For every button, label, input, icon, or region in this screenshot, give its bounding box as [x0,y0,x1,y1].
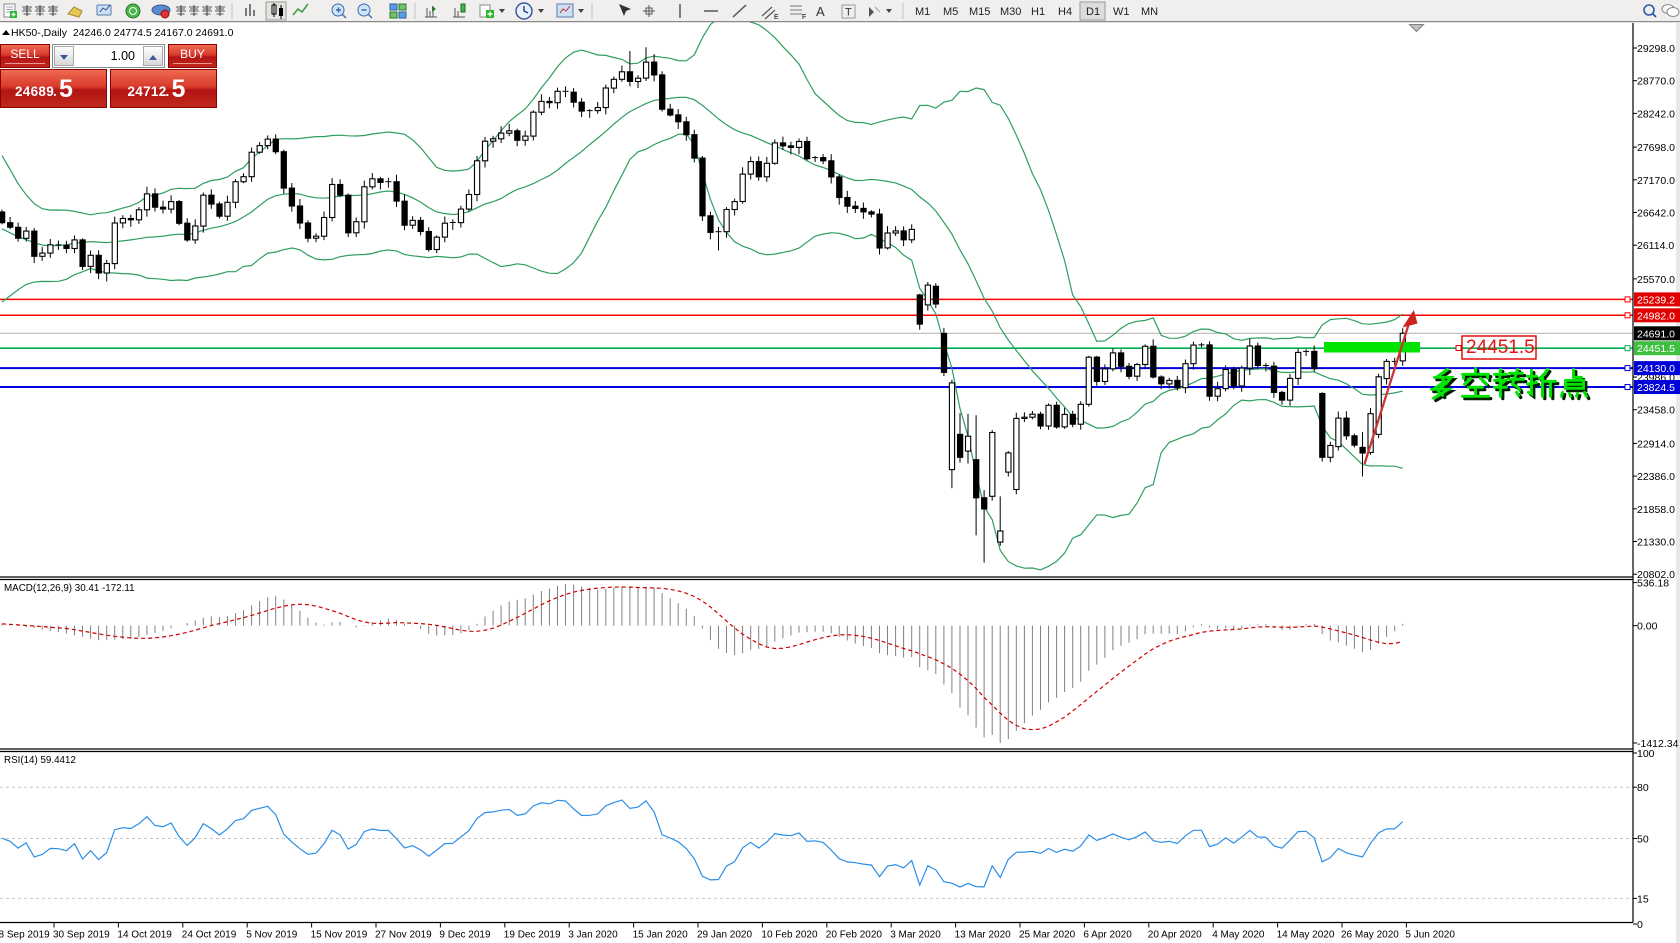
svg-text:27 Nov 2019: 27 Nov 2019 [375,930,432,941]
svg-text:-1412.34: -1412.34 [1637,738,1679,750]
svg-text:20 Feb 2020: 20 Feb 2020 [826,930,883,941]
svg-text:22914.0: 22914.0 [1637,438,1675,450]
svg-text:22386.0: 22386.0 [1637,471,1675,483]
svg-text:23824.5: 23824.5 [1637,382,1675,394]
svg-text:24691.0: 24691.0 [1637,328,1675,340]
svg-text:50: 50 [1637,834,1649,846]
svg-text:24451.5: 24451.5 [1637,343,1675,355]
svg-text:6 Apr 2020: 6 Apr 2020 [1083,930,1132,941]
svg-text:14 Oct 2019: 14 Oct 2019 [117,930,172,941]
svg-text:15: 15 [1637,893,1649,905]
svg-text:21330.0: 21330.0 [1637,537,1675,549]
svg-text:28770.0: 28770.0 [1637,76,1675,88]
svg-text:24130.0: 24130.0 [1637,363,1675,375]
svg-text:M15: M15 [969,6,990,18]
svg-text:14 May 2020: 14 May 2020 [1277,930,1335,941]
svg-text:20 Apr 2020: 20 Apr 2020 [1148,930,1202,941]
svg-text:0.00: 0.00 [1637,621,1658,633]
svg-text:26642.0: 26642.0 [1637,208,1675,220]
svg-text:24982.0: 24982.0 [1637,310,1675,322]
svg-text:100: 100 [1637,748,1655,760]
svg-text:20802.0: 20802.0 [1637,569,1675,581]
svg-text:19 Dec 2019: 19 Dec 2019 [504,930,561,941]
svg-text:T: T [845,7,852,19]
svg-text:27170.0: 27170.0 [1637,175,1675,187]
svg-text:8 Sep 2019: 8 Sep 2019 [0,930,50,941]
svg-text:25 Mar 2020: 25 Mar 2020 [1019,930,1076,941]
svg-text:4 May 2020: 4 May 2020 [1212,930,1265,941]
svg-text:MN: MN [1141,6,1158,18]
svg-text:A: A [816,4,825,19]
svg-text:3 Mar 2020: 3 Mar 2020 [890,930,941,941]
svg-text:25239.2: 25239.2 [1637,294,1675,306]
svg-text:D1: D1 [1086,6,1100,18]
svg-text:29 Jan 2020: 29 Jan 2020 [697,930,752,941]
svg-text:M30: M30 [1000,6,1021,18]
svg-text:25570.0: 25570.0 [1637,274,1675,286]
svg-text:27698.0: 27698.0 [1637,142,1675,154]
svg-text:5 Nov 2019: 5 Nov 2019 [246,930,298,941]
svg-text:30 Sep 2019: 30 Sep 2019 [53,930,110,941]
svg-text:24451.5: 24451.5 [1466,337,1535,358]
svg-text:80: 80 [1637,782,1649,794]
svg-text:H1: H1 [1031,6,1045,18]
svg-text:24 Oct 2019: 24 Oct 2019 [182,930,237,941]
svg-text:13 Mar 2020: 13 Mar 2020 [955,930,1012,941]
svg-text:3 Jan 2020: 3 Jan 2020 [568,930,618,941]
svg-text:9 Dec 2019: 9 Dec 2019 [439,930,491,941]
svg-text:23458.0: 23458.0 [1637,405,1675,417]
svg-text:MACD(12,26,9) 30.41 -172.11: MACD(12,26,9) 30.41 -172.11 [4,583,135,594]
svg-text:F: F [802,14,806,21]
svg-text:26 May 2020: 26 May 2020 [1341,930,1399,941]
svg-text:29298.0: 29298.0 [1637,43,1675,55]
svg-text:RSI(14) 59.4412: RSI(14) 59.4412 [4,755,76,766]
svg-text:536.18: 536.18 [1637,578,1669,590]
svg-text:21858.0: 21858.0 [1637,504,1675,516]
svg-text:M5: M5 [943,6,958,18]
svg-text:W1: W1 [1113,6,1130,18]
svg-text:28242.0: 28242.0 [1637,108,1675,120]
svg-text:5 Jun 2020: 5 Jun 2020 [1405,930,1455,941]
svg-text:10 Feb 2020: 10 Feb 2020 [761,930,818,941]
svg-text:26114.0: 26114.0 [1637,240,1674,252]
svg-text:15 Jan 2020: 15 Jan 2020 [633,930,688,941]
svg-text:H4: H4 [1058,6,1072,18]
svg-text:0: 0 [1637,919,1643,931]
svg-text:E: E [774,14,779,21]
svg-text:15 Nov 2019: 15 Nov 2019 [311,930,368,941]
svg-text:M1: M1 [915,6,930,18]
